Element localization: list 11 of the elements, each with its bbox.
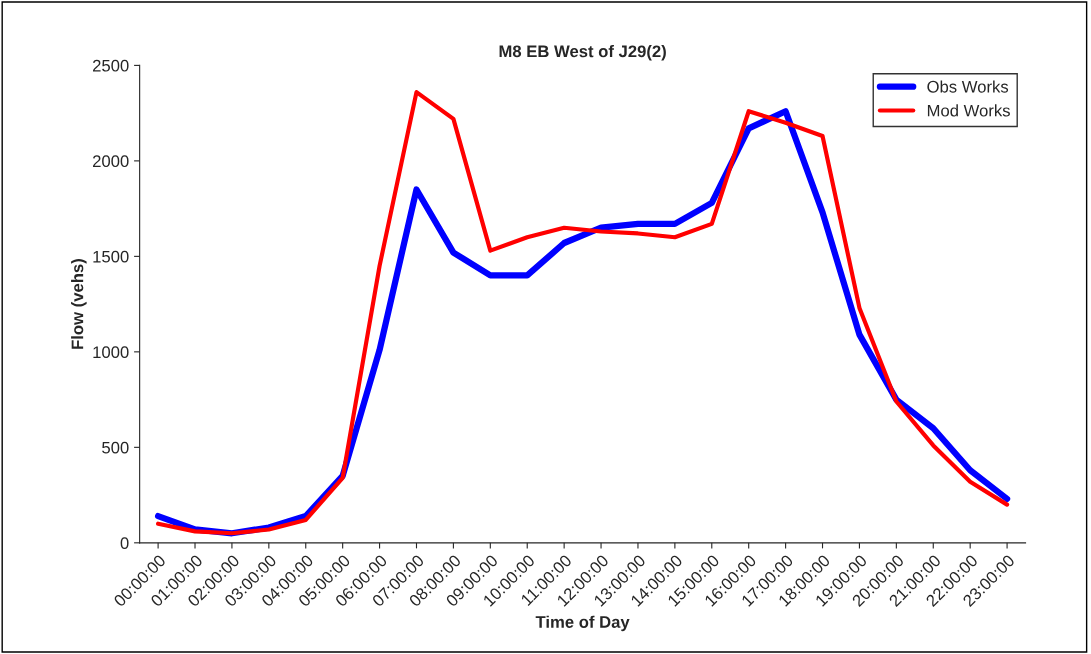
y-tick-label: 1000 <box>93 346 129 359</box>
chart-title: M8 EB West of J29(2) <box>499 44 666 61</box>
y-tick-label: 2500 <box>93 59 129 72</box>
legend-label: Mod Works <box>927 104 1010 117</box>
y-tick-label: 2000 <box>93 155 129 168</box>
y-tick-label: 0 <box>120 537 129 550</box>
x-axis-title: Time of Day <box>535 615 630 632</box>
y-axis-title: Flow (vehs) <box>71 259 87 349</box>
y-tick-label: 500 <box>102 441 129 454</box>
legend-label: Obs Works <box>927 80 1009 93</box>
y-tick-label: 1500 <box>93 250 129 263</box>
